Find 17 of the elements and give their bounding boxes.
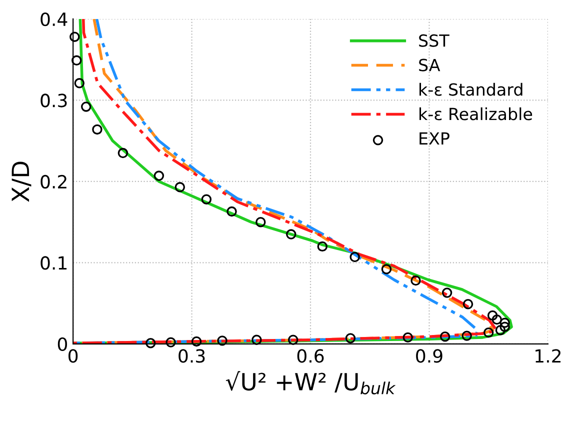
x-tick-label: 0 xyxy=(68,349,78,363)
y-tick-label: 0.4 xyxy=(40,12,68,26)
y-axis-title: X/D xyxy=(12,162,32,202)
y-tick-label: 0.2 xyxy=(40,174,66,189)
x-tick-label: 0.6 xyxy=(297,349,324,363)
x-tick-label: 0.9 xyxy=(416,349,442,363)
y-tick-label: 0 xyxy=(58,337,67,352)
legend-label: SST xyxy=(419,34,450,47)
x-tick-label: 0.3 xyxy=(178,349,205,363)
x-tick-label: 1.2 xyxy=(536,349,560,363)
y-tick-label: 0.1 xyxy=(40,256,67,270)
legend-label: EXP xyxy=(420,132,450,145)
y-tick-label: 0.3 xyxy=(40,94,67,108)
x-axis-title: √U² +W² /U$_{bulk}$ xyxy=(226,371,396,394)
legend-label: k-ε Realizable xyxy=(420,107,532,120)
legend-label: k-ε Standard xyxy=(420,82,522,96)
legend-label: SA xyxy=(419,58,440,72)
